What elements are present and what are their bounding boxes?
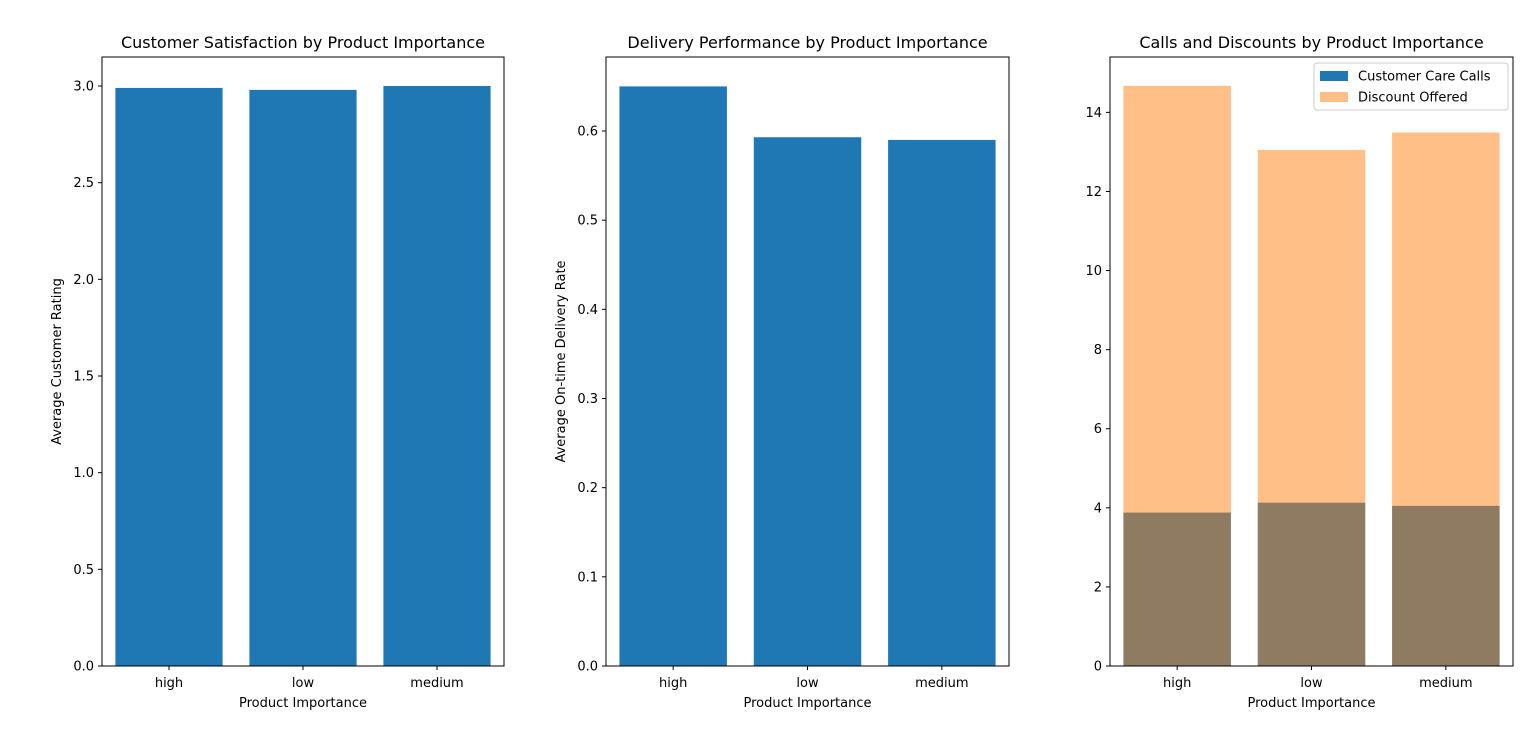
y-tick-label: 2.0	[73, 273, 94, 288]
x-tick-label: high	[659, 676, 687, 691]
y-axis-label: Average Customer Rating	[50, 278, 65, 445]
y-tick-label: 0.4	[577, 303, 598, 318]
legend-frame	[1313, 62, 1509, 111]
y-tick-label: 0.3	[577, 392, 598, 407]
y-tick-label: 1.5	[73, 370, 94, 385]
y-tick-label: 1.0	[73, 466, 94, 481]
x-axis-label: Product Importance	[744, 696, 872, 711]
y-tick-label: 4	[1094, 501, 1102, 516]
bar-medium	[888, 139, 996, 667]
chart-panel-1: high low medium 0.0 0.5 1.0 1.5 2.0 2.5 3.0 Custom…	[50, 33, 505, 711]
y-tick-label: 0.0	[577, 660, 598, 675]
legend-swatch	[1320, 92, 1348, 102]
y-tick-label: 0.2	[577, 481, 598, 496]
bar-low	[753, 137, 862, 666]
y-tick-label: 6	[1094, 422, 1102, 437]
bar-medium-series-2	[1392, 132, 1500, 666]
legend: Customer Care Calls Discount Offered	[1313, 62, 1509, 111]
bar-low-series-2	[1257, 149, 1366, 666]
y-tick-label: 14	[1085, 106, 1102, 121]
y-tick-label: 0	[1094, 660, 1102, 675]
y-tick-label: 8	[1094, 343, 1102, 358]
y-tick-label: 2	[1094, 580, 1102, 595]
x-axis-label: Product Importance	[1248, 696, 1376, 711]
chart-panel-2: high low medium 0.0 0.1 0.2 0.3 0.4 0.5 0.6 Delive…	[554, 33, 1010, 711]
x-tick-label: high	[155, 676, 183, 691]
bar-high	[115, 87, 223, 667]
y-axis-label: Average On-time Delivery Rate	[554, 260, 569, 462]
y-tick-label: 3.0	[73, 80, 94, 95]
x-tick-label: high	[1163, 676, 1191, 691]
bar-high	[619, 86, 727, 667]
y-tick-label: 10	[1085, 264, 1102, 279]
legend-label: Customer Care Calls	[1358, 70, 1491, 85]
y-tick-label: 0.0	[73, 660, 94, 675]
y-tick-label: 0.1	[577, 570, 598, 585]
legend-swatch	[1320, 71, 1348, 81]
legend-label: Discount Offered	[1358, 91, 1468, 106]
y-tick-label: 0.6	[577, 125, 598, 140]
chart-title: Delivery Performance by Product Importan…	[627, 33, 987, 52]
bar-high-series-2	[1123, 85, 1231, 667]
x-tick-label: medium	[915, 676, 968, 691]
x-tick-label: low	[292, 676, 315, 691]
chart-title: Customer Satisfaction by Product Importa…	[121, 33, 485, 52]
x-tick-label: medium	[410, 676, 463, 691]
x-tick-label: low	[796, 676, 819, 691]
y-tick-label: 0.5	[73, 563, 94, 578]
bar-medium	[383, 86, 491, 666]
y-tick-label: 12	[1085, 185, 1102, 200]
y-tick-label: 0.5	[577, 214, 598, 229]
y-tick-label: 2.5	[73, 176, 94, 191]
x-axis-label: Product Importance	[239, 696, 367, 711]
x-tick-label: low	[1300, 676, 1323, 691]
x-tick-label: medium	[1419, 676, 1472, 691]
chart-panel-3: high low medium 0 2 4 6 8 10 12 14 Calls and Discou…	[1085, 33, 1514, 711]
chart-title: Calls and Discounts by Product Importanc…	[1139, 33, 1483, 52]
bar-low	[249, 89, 357, 667]
